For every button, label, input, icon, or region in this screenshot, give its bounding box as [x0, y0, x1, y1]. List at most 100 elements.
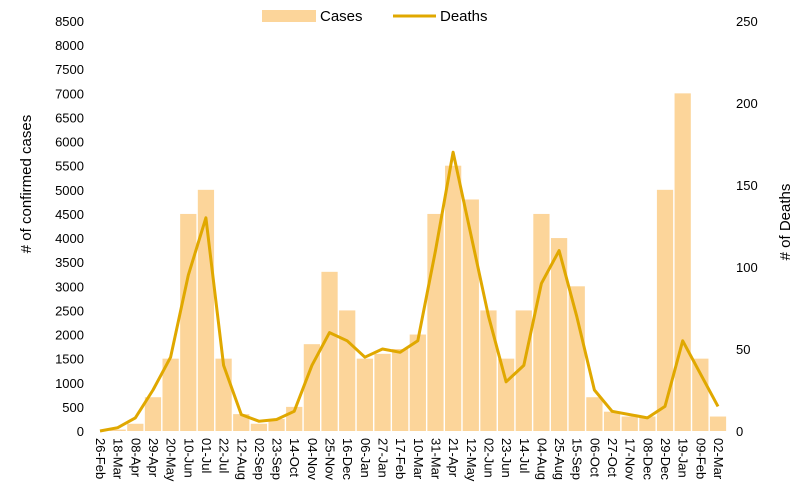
y2-tick-label: 0	[736, 424, 743, 439]
deaths-line-layer	[99, 150, 720, 433]
x-tick-label: 02-Sep	[252, 438, 267, 480]
x-tick-label: 12-Aug	[234, 438, 249, 480]
cases-bar	[233, 414, 250, 431]
x-tick-label: 29-Apr	[146, 438, 161, 478]
x-tick-label: 04-Aug	[534, 438, 549, 480]
cases-bar	[109, 429, 126, 431]
cases-bar	[374, 353, 391, 431]
y-tick-label: 7500	[55, 62, 84, 77]
cases-bar	[639, 416, 656, 431]
y2-tick-label: 100	[736, 260, 758, 275]
cases-bar	[603, 411, 621, 431]
y-tick-label: 6000	[55, 135, 84, 150]
x-tick-label: 23-Jun	[499, 438, 514, 478]
cases-bar	[497, 358, 515, 431]
x-tick-label: 02-Mar	[711, 438, 726, 480]
x-tick-label: 10-Mar	[411, 438, 426, 480]
y-tick-label: 0	[77, 424, 84, 439]
cases-bars	[109, 93, 727, 432]
x-tick-label: 09-Feb	[693, 438, 708, 479]
y-tick-label: 3000	[55, 279, 84, 294]
x-tick-label: 08-Dec	[640, 438, 655, 480]
x-tick-label: 29-Dec	[658, 438, 673, 480]
x-tick-label: 20-May	[164, 438, 179, 482]
cases-bar	[339, 310, 356, 431]
left-axis-title: # of confirmed cases	[18, 115, 35, 253]
legend-swatch-cases	[262, 10, 316, 22]
x-tick-label: 12-May	[464, 438, 479, 482]
y-tick-label: 8500	[55, 14, 84, 29]
x-tick-label: 14-Jul	[517, 438, 532, 474]
x-tick-label: 25-Aug	[552, 438, 567, 480]
x-tick-label: 08-Apr	[128, 438, 143, 478]
cases-bar	[621, 416, 638, 431]
cases-bar	[321, 271, 338, 431]
y-tick-label: 5500	[55, 159, 84, 174]
y-tick-label: 2000	[55, 328, 84, 343]
cases-bar	[162, 358, 179, 431]
cases-bar	[586, 397, 603, 431]
y-tick-label: 6500	[55, 110, 84, 125]
y-tick-label: 7000	[55, 86, 84, 101]
x-tick-label: 06-Oct	[587, 438, 602, 477]
x-tick-label: 21-Apr	[446, 438, 461, 478]
right-axis-title: # of Deaths	[777, 184, 791, 261]
cases-bar	[550, 238, 568, 431]
y-tick-label: 3500	[55, 255, 84, 270]
cases-bar	[268, 418, 285, 431]
x-tick-label: 26-Feb	[93, 438, 108, 479]
x-tick-label: 15-Sep	[570, 438, 585, 480]
x-tick-label: 16-Dec	[340, 438, 355, 480]
y-tick-label: 500	[62, 400, 84, 415]
left-axis-ticks: 0 500 1000 1500 2000 2500 3000 3500 4000 4500 5000…	[55, 14, 84, 439]
x-tick-label: 17-Nov	[623, 438, 638, 480]
x-tick-label: 14-Oct	[287, 438, 302, 477]
x-axis-ticks: 26-Feb 18-Mar 08-Apr 29-Apr 20-May 10-Jun 01-J…	[93, 438, 726, 482]
y-tick-label: 1000	[55, 376, 84, 391]
cases-bar	[709, 416, 727, 431]
cases-bar	[674, 93, 691, 432]
right-axis-ticks: 0 50 100 150 200 250	[736, 14, 758, 439]
x-tick-label: 18-Mar	[111, 438, 126, 480]
cases-bar	[392, 349, 409, 431]
x-tick-label: 01-Jul	[199, 438, 214, 474]
y2-tick-label: 250	[736, 14, 758, 29]
cases-bar	[356, 358, 373, 431]
y-tick-label: 2500	[55, 303, 84, 318]
cases-bar	[303, 344, 321, 431]
x-tick-label: 19-Jan	[676, 438, 691, 478]
x-tick-label: 31-Mar	[428, 438, 443, 480]
x-tick-label: 25-Nov	[323, 438, 338, 480]
x-tick-label: 04-Nov	[305, 438, 320, 480]
deaths-line	[99, 150, 720, 433]
y-tick-label: 1500	[55, 352, 84, 367]
y2-tick-label: 150	[736, 178, 758, 193]
x-tick-label: 06-Jan	[358, 438, 373, 478]
y-tick-label: 5000	[55, 183, 84, 198]
cases-bar	[180, 213, 197, 431]
x-tick-label: 27-Jan	[376, 438, 391, 478]
cases-bar	[656, 189, 674, 431]
x-tick-label: 10-Jun	[181, 438, 196, 478]
y2-tick-label: 200	[736, 96, 758, 111]
cases-bar	[480, 310, 497, 431]
cases-bar	[568, 286, 585, 431]
x-tick-label: 22-Jul	[217, 438, 232, 474]
x-tick-label: 23-Sep	[270, 438, 285, 480]
x-tick-label: 27-Oct	[605, 438, 620, 477]
legend-label-cases: Cases	[320, 8, 363, 25]
y-tick-label: 4000	[55, 231, 84, 246]
y-tick-label: 8000	[55, 38, 84, 53]
x-tick-label: 02-Jun	[481, 438, 496, 478]
y-tick-label: 4500	[55, 207, 84, 222]
y2-tick-label: 50	[736, 342, 750, 357]
cases-bar	[409, 334, 426, 431]
cases-bar	[127, 423, 144, 431]
legend: Cases Deaths	[262, 8, 488, 25]
cases-bar	[144, 397, 162, 431]
cases-bar	[692, 358, 709, 431]
x-tick-label: 17-Feb	[393, 438, 408, 479]
cases-bar	[445, 165, 462, 432]
cases-bar	[250, 423, 268, 431]
